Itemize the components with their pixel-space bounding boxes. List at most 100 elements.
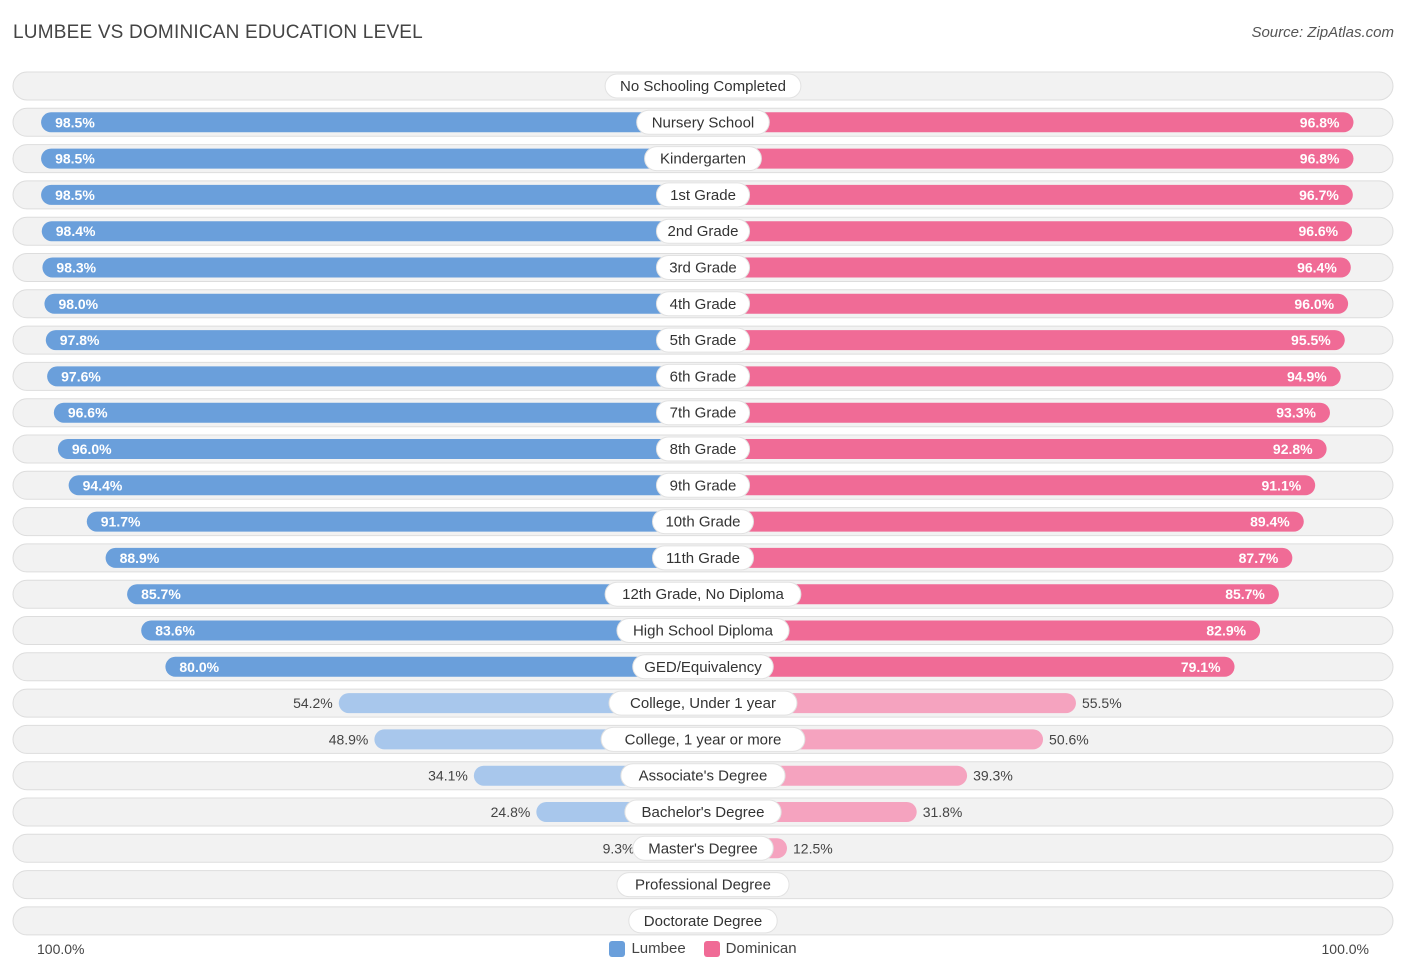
- value-label-dominican: 87.7%: [1239, 550, 1279, 566]
- legend-label-dominican: Dominican: [725, 940, 797, 957]
- bar-dominican: [703, 221, 1353, 242]
- category-pill: [604, 73, 802, 99]
- category-pill: [604, 581, 802, 607]
- value-label-dominican: 50.6%: [1049, 731, 1089, 747]
- value-label-dominican: 89.4%: [1250, 514, 1290, 530]
- category-label: High School Diploma: [633, 623, 774, 640]
- category-label: 7th Grade: [670, 405, 737, 422]
- value-label-dominican: 82.9%: [1206, 623, 1246, 639]
- category-label: 6th Grade: [670, 368, 737, 385]
- category-label: 5th Grade: [670, 332, 737, 349]
- value-label-lumbee: 98.3%: [56, 260, 96, 276]
- bar-lumbee: [53, 402, 703, 423]
- category-label: Doctorate Degree: [644, 913, 762, 930]
- category-pill: [655, 400, 751, 426]
- bar-lumbee: [42, 257, 703, 278]
- value-label-lumbee: 34.1%: [428, 768, 468, 784]
- chart-title: LUMBEE VS DOMINICAN EDUCATION LEVEL: [13, 22, 423, 43]
- bar-lumbee: [165, 656, 703, 677]
- value-label-lumbee: 9.3%: [603, 840, 635, 856]
- category-pill: [655, 182, 751, 208]
- category-pill: [644, 146, 762, 172]
- bar-dominican: [703, 475, 1316, 496]
- value-label-lumbee: 98.5%: [55, 114, 95, 130]
- bar-dominican: [703, 257, 1351, 278]
- value-label-lumbee: 91.7%: [101, 514, 141, 530]
- category-label: Kindergarten: [660, 151, 746, 168]
- value-label-lumbee: 96.0%: [72, 441, 112, 457]
- category-label: Bachelor's Degree: [642, 804, 765, 821]
- value-label-dominican: 95.5%: [1291, 332, 1331, 348]
- legend-item-dominican[interactable]: Dominican: [703, 940, 797, 957]
- category-pill: [616, 618, 790, 643]
- category-label: 8th Grade: [670, 441, 737, 458]
- value-label-lumbee: 80.0%: [179, 659, 219, 675]
- value-label-dominican: 93.3%: [1276, 405, 1316, 421]
- category-pill: [655, 436, 751, 462]
- bar-dominican: [703, 148, 1354, 169]
- value-label-lumbee: 94.4%: [83, 477, 123, 493]
- category-pill: [652, 509, 754, 535]
- bar-lumbee: [86, 511, 703, 532]
- bar-dominican: [703, 620, 1261, 641]
- value-label-lumbee: 85.7%: [141, 586, 181, 602]
- category-pill: [632, 654, 774, 680]
- category-label: Master's Degree: [648, 840, 758, 857]
- category-pill: [655, 255, 751, 280]
- value-label-dominican: 31.8%: [923, 804, 963, 820]
- category-pill: [632, 835, 774, 861]
- value-label-dominican: 92.8%: [1273, 441, 1313, 457]
- bar-lumbee: [41, 184, 703, 205]
- bar-lumbee: [127, 584, 703, 605]
- value-label-dominican: 94.9%: [1287, 368, 1327, 384]
- legend-swatch-lumbee: [609, 940, 626, 957]
- value-label-dominican: 39.3%: [973, 768, 1013, 784]
- category-label: 9th Grade: [670, 477, 737, 494]
- category-label: No Schooling Completed: [620, 78, 786, 95]
- bar-lumbee: [47, 366, 704, 387]
- bar-lumbee: [68, 475, 703, 496]
- value-label-dominican: 12.5%: [793, 840, 833, 856]
- legend-swatch-dominican: [703, 940, 720, 957]
- category-label: 2nd Grade: [668, 223, 739, 240]
- legend-label-lumbee: Lumbee: [631, 940, 686, 957]
- value-label-dominican: 96.0%: [1294, 296, 1334, 312]
- category-label: 1st Grade: [670, 187, 736, 204]
- value-label-lumbee: 88.9%: [120, 550, 160, 566]
- bar-dominican: [703, 439, 1327, 459]
- bar-lumbee: [41, 221, 703, 242]
- legend-item-lumbee[interactable]: Lumbee: [609, 940, 686, 957]
- category-label: College, Under 1 year: [630, 695, 776, 712]
- value-label-dominican: 85.7%: [1225, 586, 1265, 602]
- category-pill: [624, 799, 782, 825]
- value-label-dominican: 96.4%: [1297, 260, 1337, 276]
- value-label-lumbee: 96.6%: [68, 405, 108, 421]
- value-label-dominican: 91.1%: [1261, 477, 1301, 493]
- category-pill: [655, 472, 751, 498]
- category-pill: [600, 726, 806, 752]
- category-pill: [628, 908, 778, 934]
- axis-left-label: 100.0%: [37, 941, 85, 957]
- category-pill: [620, 763, 786, 789]
- category-pill: [608, 690, 798, 716]
- category-pill: [616, 872, 790, 898]
- bar-lumbee: [44, 293, 703, 314]
- value-label-lumbee: 97.8%: [60, 332, 100, 348]
- value-label-lumbee: 83.6%: [155, 623, 195, 639]
- value-label-lumbee: 98.5%: [55, 151, 95, 167]
- category-label: Professional Degree: [635, 877, 771, 894]
- category-label: College, 1 year or more: [625, 731, 782, 748]
- bar-lumbee: [41, 148, 703, 169]
- value-label-lumbee: 24.8%: [491, 804, 531, 820]
- category-label: 11th Grade: [666, 550, 740, 567]
- axis-right-label: 100.0%: [1321, 941, 1369, 957]
- bar-dominican: [703, 584, 1279, 605]
- category-label: 10th Grade: [665, 514, 740, 531]
- category-pill: [652, 545, 754, 571]
- bar-lumbee: [41, 112, 703, 133]
- value-label-dominican: 79.1%: [1181, 659, 1221, 675]
- bar-dominican: [703, 547, 1293, 568]
- category-label: 3rd Grade: [669, 260, 737, 277]
- bar-dominican: [703, 402, 1330, 423]
- bar-dominican: [703, 511, 1304, 532]
